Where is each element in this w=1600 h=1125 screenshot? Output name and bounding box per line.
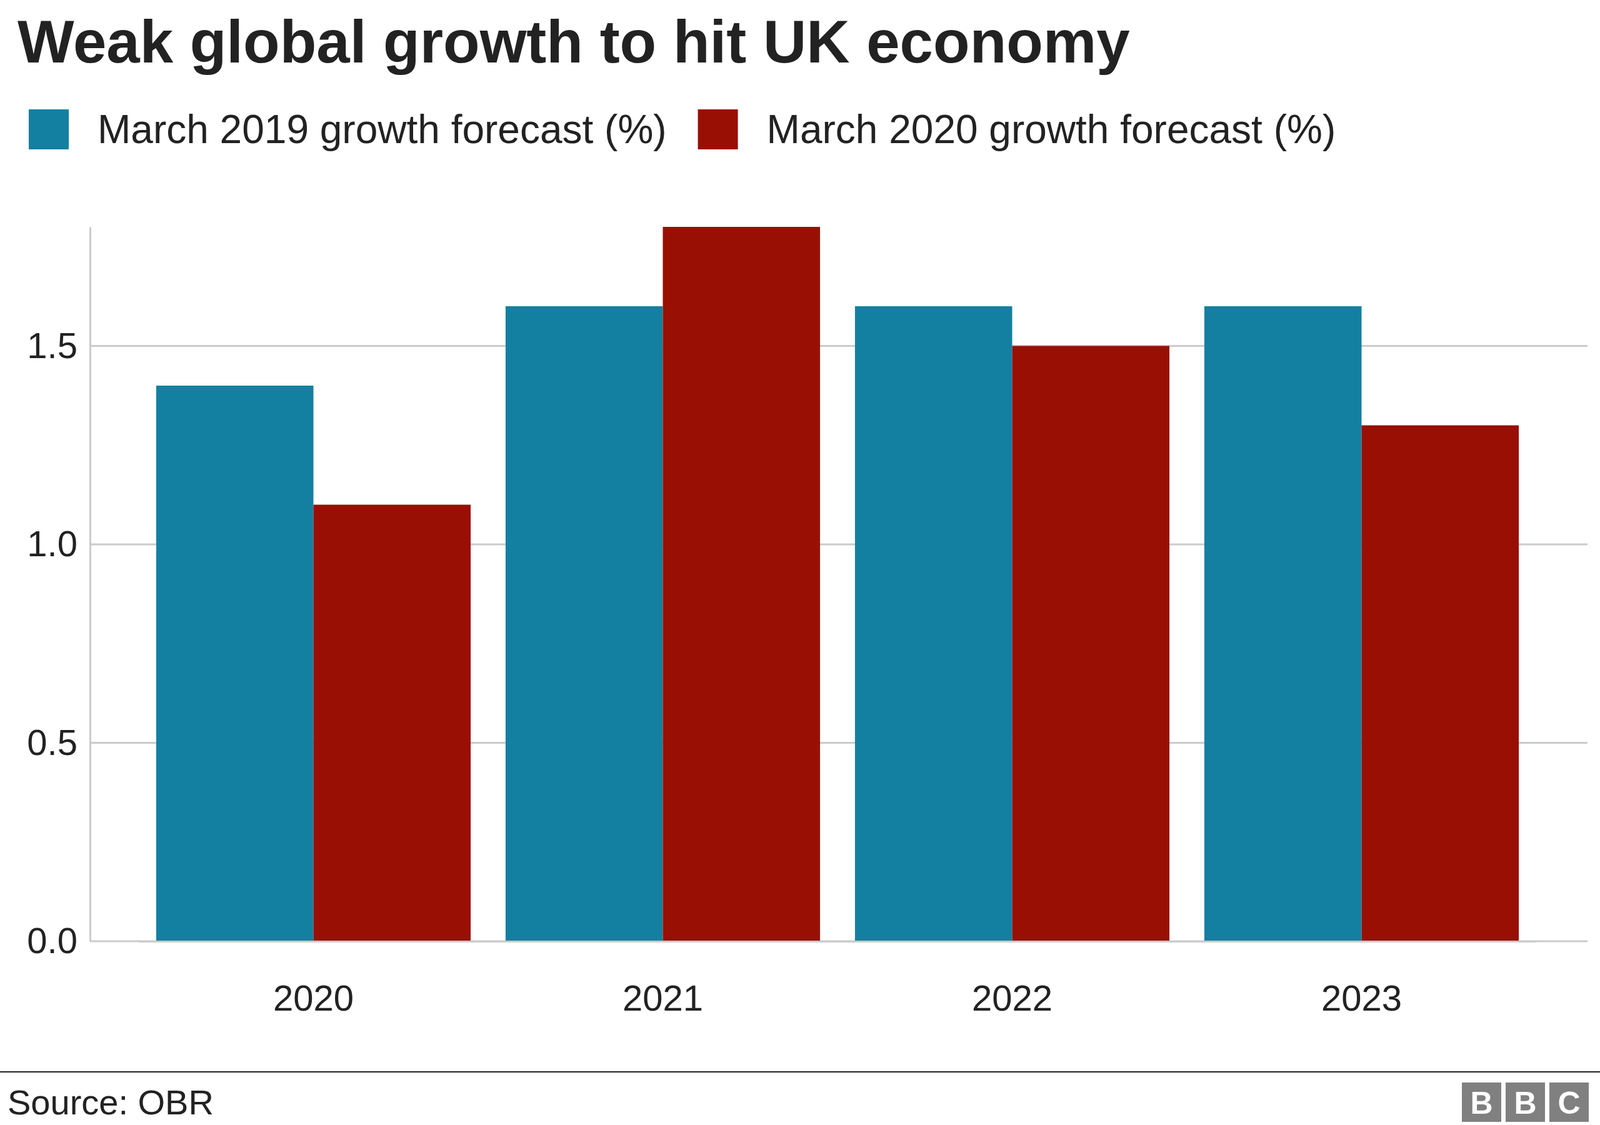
y-tick: 1.5	[26, 325, 90, 366]
footer-rule	[0, 1071, 1600, 1073]
x-tick-label: 2021	[622, 977, 704, 1019]
y-tick: 1.0	[26, 523, 90, 564]
bar	[1204, 306, 1362, 942]
source: Source: OBR	[7, 1082, 214, 1122]
y-tick-label: 0.0	[26, 920, 78, 961]
x-tick: 2021	[622, 941, 704, 1019]
logo-text: BBC	[1470, 1085, 1580, 1121]
x-tick-label: 2022	[971, 977, 1053, 1019]
bar	[1012, 346, 1170, 942]
bar	[156, 385, 314, 942]
y-axis-line	[89, 227, 92, 942]
legend-label: March 2020 growth forecast (%)	[766, 106, 1337, 152]
bar	[855, 306, 1013, 942]
logo: BBC	[1461, 1082, 1589, 1122]
y-tick-label: 1.0	[26, 523, 78, 564]
x-tick: 2022	[971, 941, 1053, 1019]
title: Weak global growth to hit UK economy	[17, 8, 1130, 75]
grid-line	[90, 345, 1588, 347]
y-tick: 0.5	[26, 721, 90, 763]
y-axis: 0.0 0.5 1.0 1.5	[26, 227, 90, 962]
y-tick-label: 1.5	[26, 325, 78, 366]
legend-swatch	[698, 109, 739, 150]
x-tick: 2023	[1321, 941, 1402, 1019]
x-tick-label: 2020	[273, 977, 354, 1019]
x-axis: 2020 2021 2022 2023	[139, 941, 1537, 1019]
y-tick: 0.0	[26, 920, 90, 961]
legend-item: March 2019 growth forecast (%)	[28, 106, 667, 152]
y-tick-label: 0.5	[26, 721, 78, 763]
x-tick-label: 2023	[1321, 977, 1402, 1019]
bar	[505, 306, 664, 942]
bar	[663, 226, 821, 942]
legend-item: March 2020 growth forecast (%)	[698, 106, 1337, 152]
bar	[313, 505, 472, 942]
x-tick: 2020	[273, 941, 354, 1019]
legend-label: March 2019 growth forecast (%)	[97, 106, 667, 152]
bars	[156, 226, 1519, 942]
chart: Weak global growth to hit UK economy Marc…	[0, 0, 1600, 1125]
legend-swatch	[28, 109, 69, 150]
legend: March 2019 growth forecast (%) March 2020…	[28, 106, 1336, 152]
x-axis-line	[139, 940, 1537, 943]
grid	[90, 346, 1588, 942]
bar	[1361, 425, 1520, 942]
